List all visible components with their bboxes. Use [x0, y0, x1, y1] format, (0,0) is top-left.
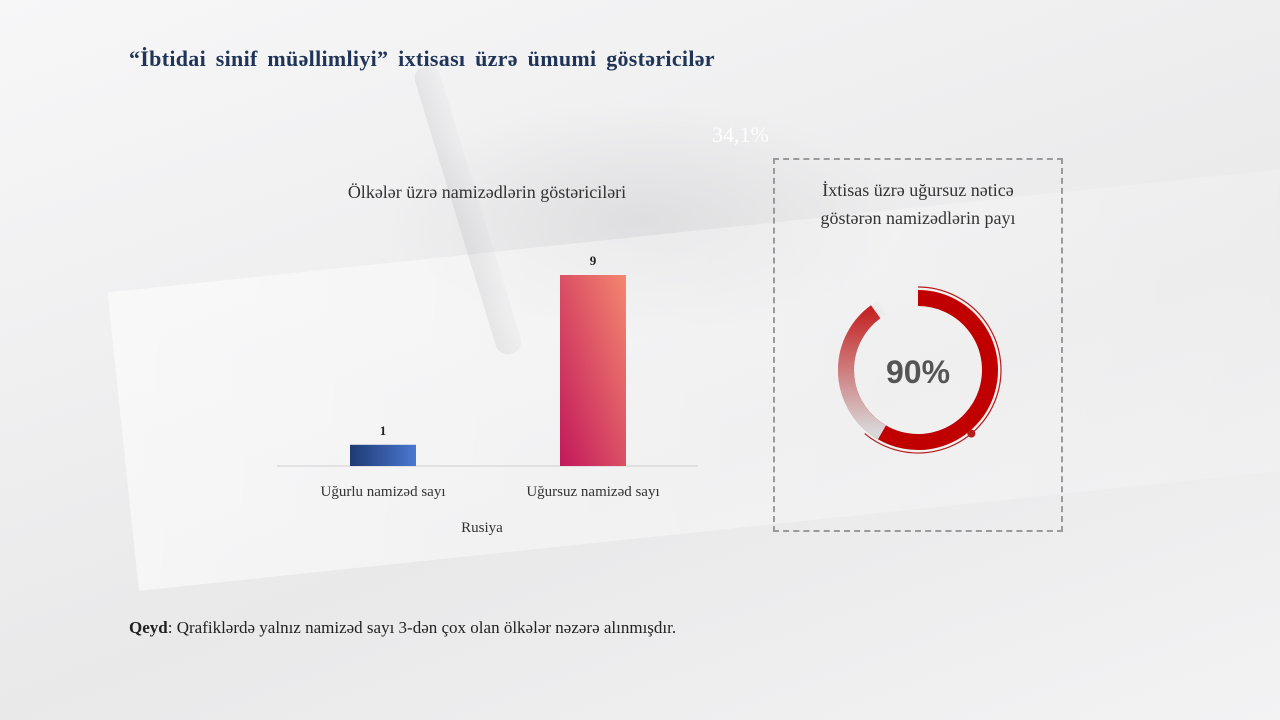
donut-title-line-1: İxtisas üzrə uğursuz nəticə: [822, 180, 1014, 200]
donut-title: İxtisas üzrə uğursuz nəticə göstərən nam…: [775, 176, 1061, 232]
category-label-1: Uğursuz namizəd sayı: [526, 484, 659, 500]
bar-chart-title: Ölkələr üzrə namizədlərin göstəriciləri: [347, 182, 627, 202]
footnote-label: Qeyd: [129, 618, 168, 637]
ghost-percentage: 34,1%: [712, 122, 769, 147]
footnote: Qeyd: Qrafiklərdə yalnız namizəd sayı 3-…: [129, 618, 676, 638]
donut-outline-arc: [864, 286, 1002, 454]
bar-value-label-0: 1: [380, 423, 387, 438]
donut-title-line-2: göstərən namizədlərin payı: [820, 208, 1016, 228]
bar-1: [560, 275, 626, 466]
bar-chart: 1 Uğurlu namizəd sayı 9 Uğursuz namizəd say…: [277, 253, 698, 536]
donut-fade-arc: [838, 300, 887, 440]
footnote-text: : Qrafiklərdə yalnız namizəd sayı 3-dən …: [167, 618, 677, 637]
donut-panel: İxtisas üzrə uğursuz nəticə göstərən nam…: [773, 158, 1063, 532]
bar-0: [350, 444, 416, 466]
donut-outline-dot: [967, 429, 976, 438]
donut-chart: 90%: [838, 286, 1002, 454]
category-label-0: Uğurlu namizəd sayı: [321, 484, 446, 500]
donut-value-label: 90%: [886, 354, 950, 390]
slide-title: “İbtidai sinif müəllimliyi” ixtisası üzr…: [129, 46, 715, 71]
x-axis-title: Rusiya: [461, 520, 503, 536]
bar-value-label-1: 9: [590, 253, 597, 268]
